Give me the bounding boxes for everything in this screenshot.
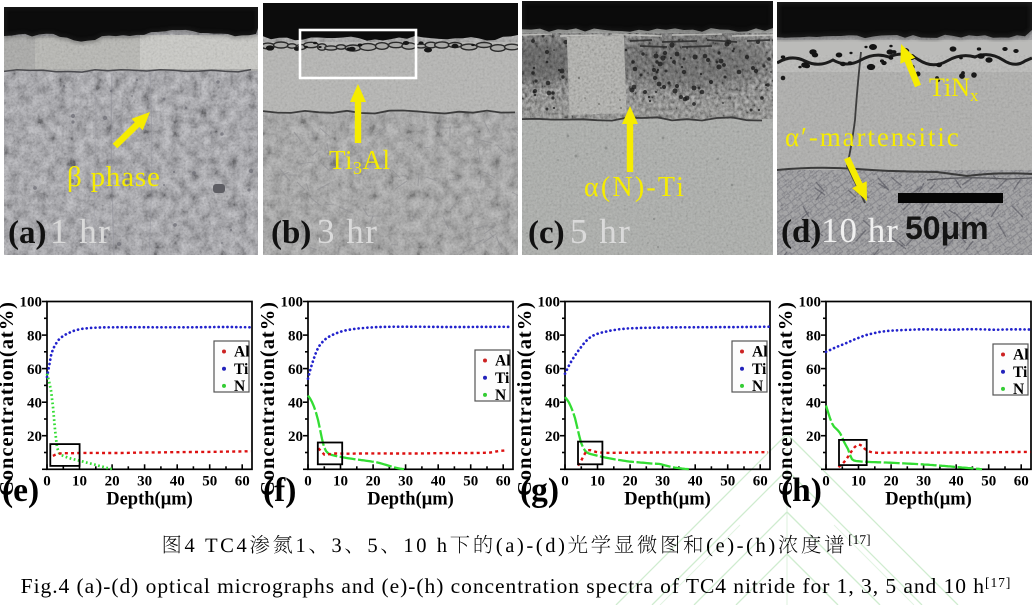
svg-text:60: 60 [806, 362, 821, 378]
svg-text:10: 10 [333, 473, 348, 489]
svg-text:Ti: Ti [752, 361, 767, 378]
svg-text:20: 20 [27, 429, 42, 445]
svg-text:β phase: β phase [67, 161, 161, 193]
svg-text:50μm: 50μm [905, 210, 989, 246]
svg-text:40: 40 [27, 395, 42, 411]
svg-text:(c): (c) [528, 215, 565, 251]
svg-text:80: 80 [288, 328, 303, 344]
svg-text:80: 80 [806, 328, 821, 344]
svg-text:60: 60 [496, 473, 511, 489]
svg-text:α(N)-Ti: α(N)-Ti [584, 172, 686, 203]
svg-text:50: 50 [202, 473, 217, 489]
svg-text:Depth(μm): Depth(μm) [624, 489, 711, 509]
svg-text:0: 0 [304, 473, 312, 489]
svg-text:50: 50 [463, 473, 478, 489]
svg-text:60: 60 [1014, 473, 1029, 489]
svg-text:Depth(μm): Depth(μm) [367, 489, 454, 509]
svg-text:20: 20 [545, 429, 560, 445]
svg-text:Al: Al [495, 353, 511, 370]
svg-text:50: 50 [720, 473, 735, 489]
svg-text:40: 40 [431, 473, 446, 489]
svg-text:30: 30 [398, 473, 413, 489]
svg-text:1 hr: 1 hr [50, 212, 111, 251]
svg-text:N: N [234, 378, 245, 395]
svg-text:60: 60 [27, 362, 42, 378]
svg-text:20: 20 [623, 473, 638, 489]
svg-text:100: 100 [281, 295, 304, 311]
svg-text:0: 0 [822, 473, 830, 489]
svg-text:30: 30 [655, 473, 670, 489]
svg-text:(g): (g) [520, 472, 559, 509]
svg-text:100: 100 [799, 295, 822, 311]
svg-text:10: 10 [72, 473, 87, 489]
svg-text:10: 10 [590, 473, 605, 489]
svg-text:30: 30 [916, 473, 931, 489]
svg-text:Concentration(at%): Concentration(at%) [257, 302, 279, 496]
svg-text:Al: Al [752, 344, 768, 361]
svg-text:N: N [1013, 381, 1024, 398]
svg-text:(d): (d) [781, 214, 821, 250]
svg-text:10 hr: 10 hr [821, 211, 899, 250]
svg-text:20: 20 [288, 429, 303, 445]
svg-text:Ti: Ti [1013, 364, 1028, 381]
svg-text:Al: Al [234, 344, 250, 361]
svg-text:20: 20 [884, 473, 899, 489]
svg-text:10: 10 [851, 473, 866, 489]
svg-text:80: 80 [545, 328, 560, 344]
svg-text:60: 60 [235, 473, 250, 489]
svg-text:80: 80 [27, 328, 42, 344]
svg-text:3 hr: 3 hr [317, 212, 378, 251]
svg-text:α′-martensitic: α′-martensitic [785, 122, 961, 152]
svg-text:(b): (b) [271, 215, 311, 251]
svg-text:0: 0 [561, 473, 569, 489]
svg-text:40: 40 [688, 473, 703, 489]
svg-text:100: 100 [538, 295, 561, 311]
svg-text:Concentration(at%): Concentration(at%) [0, 302, 18, 496]
svg-text:40: 40 [806, 395, 821, 411]
svg-text:(h): (h) [781, 472, 822, 509]
svg-text:40: 40 [170, 473, 185, 489]
svg-text:Al: Al [1013, 347, 1029, 364]
svg-text:40: 40 [545, 395, 560, 411]
svg-text:30: 30 [137, 473, 152, 489]
svg-text:20: 20 [105, 473, 120, 489]
svg-text:40: 40 [949, 473, 964, 489]
svg-text:(e): (e) [2, 472, 39, 509]
svg-text:5 hr: 5 hr [570, 212, 631, 251]
svg-text:60: 60 [753, 473, 768, 489]
svg-text:(f): (f) [263, 472, 296, 509]
svg-text:20: 20 [366, 473, 381, 489]
svg-text:Ti: Ti [495, 370, 510, 387]
svg-text:(a): (a) [8, 215, 46, 251]
svg-text:Depth(μm): Depth(μm) [106, 489, 193, 509]
svg-text:Depth(μm): Depth(μm) [885, 489, 972, 509]
svg-text:60: 60 [545, 362, 560, 378]
svg-text:40: 40 [288, 395, 303, 411]
svg-text:20: 20 [806, 429, 821, 445]
svg-text:N: N [752, 378, 763, 395]
svg-text:60: 60 [288, 362, 303, 378]
svg-text:100: 100 [20, 295, 43, 311]
svg-text:Ti: Ti [234, 361, 249, 378]
svg-text:50: 50 [981, 473, 996, 489]
svg-text:Concentration(at%): Concentration(at%) [775, 302, 797, 496]
svg-text:Concentration(at%): Concentration(at%) [514, 302, 536, 496]
svg-text:0: 0 [43, 473, 51, 489]
svg-text:N: N [495, 387, 506, 404]
